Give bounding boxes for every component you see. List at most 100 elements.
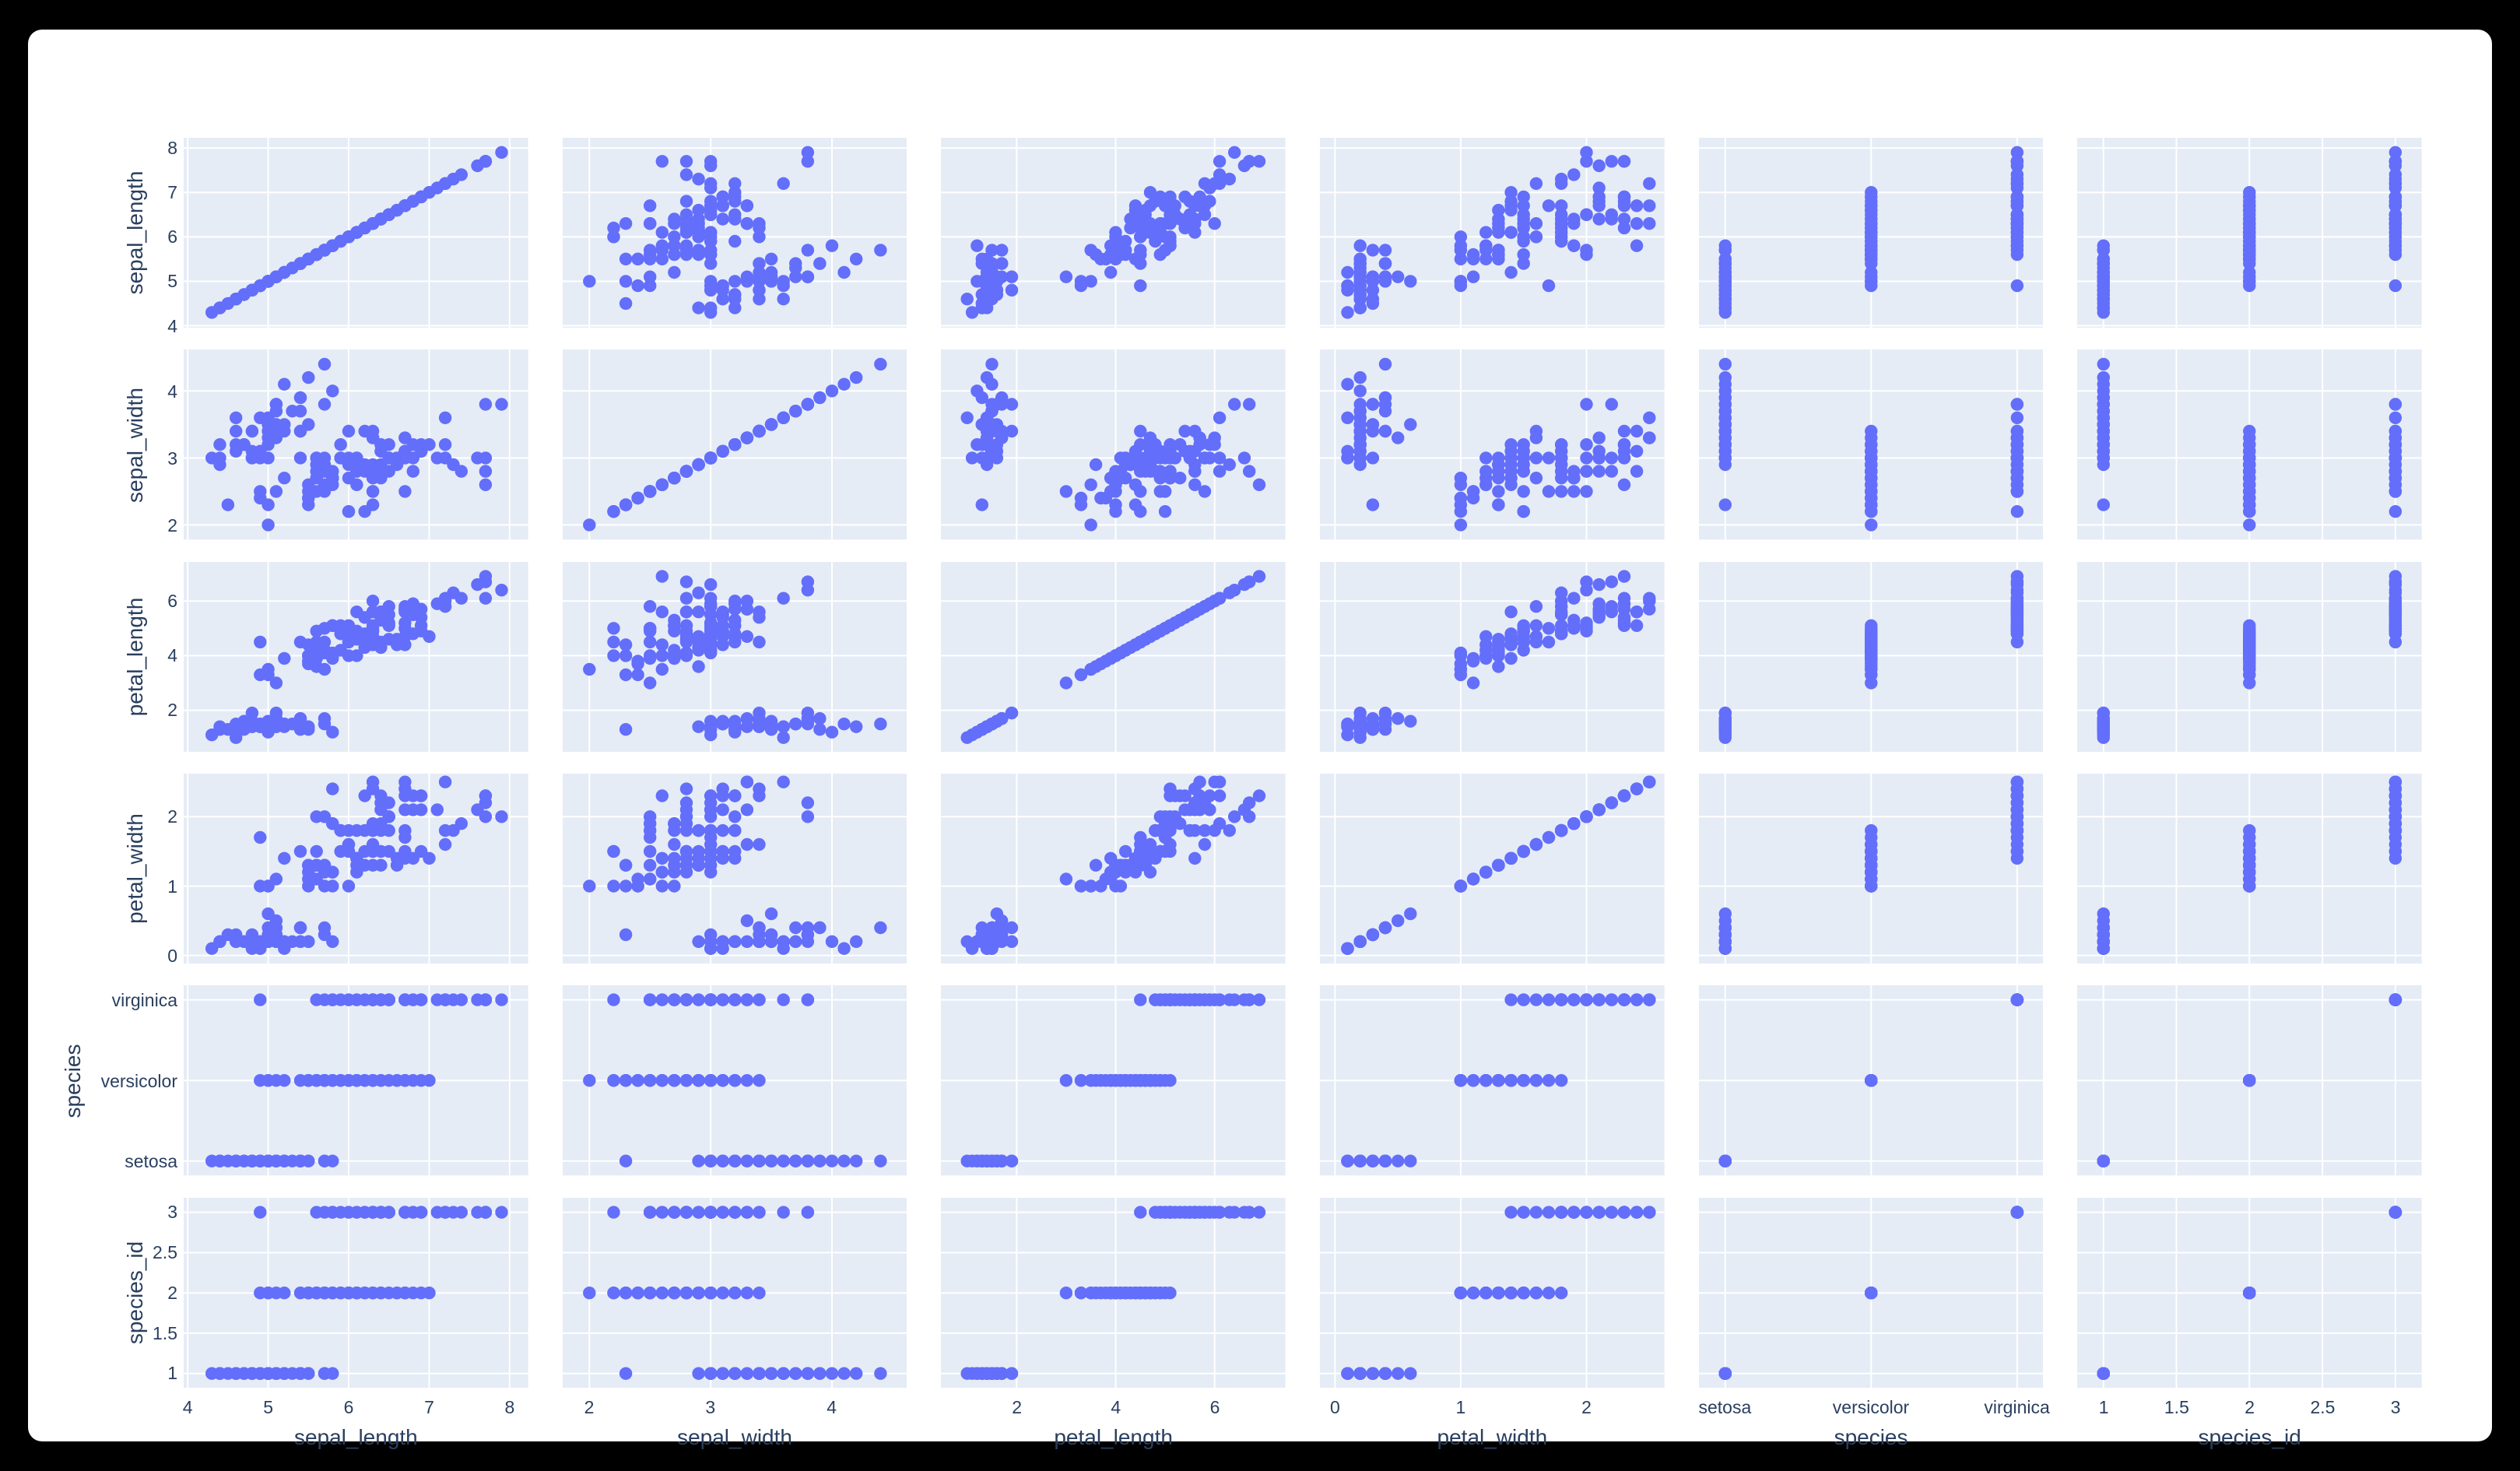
data-point — [801, 810, 814, 823]
data-point — [1592, 199, 1606, 212]
data-point — [1580, 810, 1593, 823]
subplot-species-vs-petal_width — [1320, 985, 1665, 1176]
data-point — [334, 1206, 347, 1219]
data-point — [1213, 155, 1227, 168]
data-point — [679, 844, 693, 858]
data-point — [1454, 1074, 1468, 1087]
data-point — [1084, 662, 1098, 676]
data-point — [2010, 485, 2023, 498]
data-point — [2243, 858, 2256, 872]
data-point — [728, 597, 742, 610]
data-point — [213, 451, 226, 465]
data-point — [334, 451, 347, 465]
data-point — [1542, 199, 1556, 212]
data-point — [990, 907, 1004, 921]
data-point — [213, 301, 226, 314]
data-point — [752, 717, 766, 731]
data-point — [2010, 472, 2023, 485]
data-point — [655, 239, 669, 252]
data-point — [692, 301, 705, 314]
data-point — [655, 252, 669, 265]
data-point — [398, 431, 412, 445]
data-point — [1237, 451, 1251, 465]
data-point — [777, 775, 790, 788]
data-point — [606, 221, 620, 235]
data-point — [643, 216, 657, 230]
y-tick-label: 4 — [167, 645, 177, 666]
data-point — [1529, 993, 1543, 1007]
data-point — [1075, 1074, 1088, 1087]
data-point — [390, 637, 404, 651]
data-point — [2243, 270, 2256, 283]
data-point — [302, 371, 315, 384]
data-point — [2010, 146, 2023, 160]
data-point — [704, 993, 718, 1007]
data-point — [2010, 775, 2023, 788]
data-point — [310, 993, 323, 1007]
data-point — [813, 921, 827, 935]
data-point — [358, 641, 371, 654]
data-point — [704, 578, 718, 591]
data-point — [619, 722, 632, 736]
data-point — [1529, 1074, 1543, 1087]
data-point — [1554, 993, 1568, 1007]
data-point — [1864, 270, 1878, 283]
data-point — [269, 921, 283, 935]
data-point — [1466, 270, 1480, 283]
data-point — [704, 1154, 718, 1168]
data-point — [1109, 478, 1122, 492]
subplot-petal_width-vs-sepal_length — [184, 774, 528, 964]
data-point — [438, 438, 452, 451]
data-point — [1718, 405, 1732, 418]
data-point — [1466, 485, 1480, 498]
data-point — [1718, 935, 1732, 948]
data-point — [643, 485, 657, 498]
data-point — [1228, 810, 1241, 823]
data-point — [813, 257, 827, 270]
data-point — [1592, 610, 1606, 624]
data-point — [1193, 993, 1207, 1007]
data-point — [981, 283, 994, 297]
data-point — [2010, 823, 2023, 837]
data-point — [245, 1154, 259, 1168]
data-point — [960, 935, 974, 948]
data-point — [1643, 775, 1656, 788]
data-point — [679, 1074, 693, 1087]
data-point — [1139, 451, 1153, 465]
data-point — [358, 221, 371, 235]
data-point — [655, 226, 669, 239]
data-point — [1213, 168, 1227, 181]
data-point — [1580, 248, 1593, 262]
data-point — [1243, 810, 1256, 823]
y-axis-title-petal_width: petal_width — [123, 813, 147, 925]
data-point — [1163, 451, 1177, 465]
data-point — [398, 1206, 412, 1219]
data-point — [704, 208, 718, 221]
data-point — [1366, 418, 1380, 431]
data-point — [825, 725, 838, 739]
data-point — [1341, 265, 1354, 279]
data-point — [1208, 216, 1222, 230]
data-point — [350, 478, 363, 492]
data-point — [1554, 1074, 1568, 1087]
data-point — [728, 212, 742, 226]
data-point — [1567, 621, 1581, 635]
data-point — [849, 935, 863, 948]
data-point — [1253, 478, 1266, 492]
data-point — [704, 275, 718, 288]
data-point — [995, 257, 1009, 270]
data-point — [1139, 1074, 1153, 1087]
data-point — [1243, 155, 1256, 168]
data-point — [1529, 177, 1543, 190]
data-point — [801, 796, 814, 809]
data-point — [975, 498, 989, 512]
data-point — [318, 858, 332, 872]
data-point — [1193, 431, 1207, 445]
data-point — [495, 583, 508, 597]
data-point — [679, 646, 693, 659]
data-point — [1124, 458, 1138, 472]
data-point — [1084, 1074, 1098, 1087]
data-point — [582, 518, 596, 532]
subplot-species-vs-species — [1698, 985, 2044, 1176]
data-point — [1178, 221, 1192, 235]
